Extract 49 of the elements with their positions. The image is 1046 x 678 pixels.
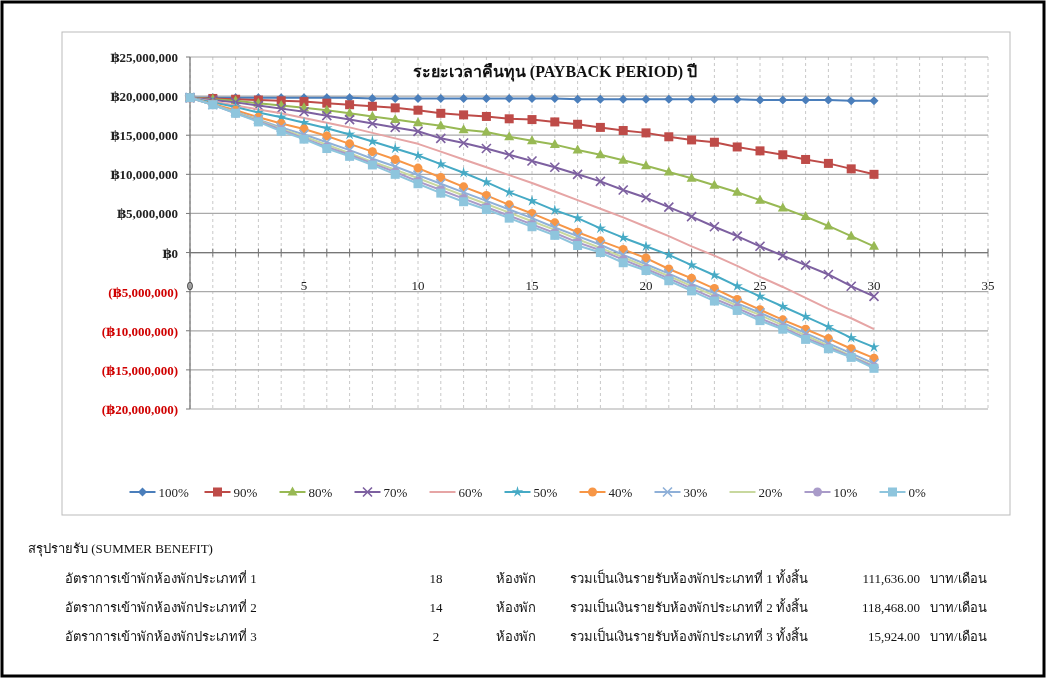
y-tick-label: (฿20,000,000): [101, 402, 178, 417]
text: รวมเป็นเงินรายรับห้องพักประเภทที่ 2 ทั้งสิ้น: [570, 598, 808, 615]
legend-label: 100%: [158, 485, 189, 500]
text: อัตราการเข้าพักห้องพักประเภทที่ 1: [65, 570, 257, 586]
legend-label: 10%: [833, 485, 858, 500]
text: ห้องพัก: [496, 600, 536, 615]
text: บาท/เดือน: [930, 571, 987, 586]
text: รวมเป็นเงินรายรับห้องพักประเภทที่ 1 ทั้งสิ้น: [570, 569, 808, 586]
legend-label: 80%: [308, 485, 333, 500]
x-tick-label: 0: [186, 277, 194, 293]
text: อัตราการเข้าพักห้องพักประเภทที่ 2: [65, 599, 257, 615]
text: 118,468.00: [861, 600, 920, 615]
y-tick-label: ฿25,000,000: [110, 50, 178, 65]
legend-label: 90%: [233, 485, 258, 500]
text: 2: [432, 629, 440, 644]
y-tick-label: (฿15,000,000): [101, 362, 178, 378]
x-tick-label: 35: [981, 277, 995, 293]
text: 18: [429, 571, 443, 586]
legend-label: 30%: [683, 485, 708, 500]
x-tick-label: 25: [753, 277, 767, 293]
legend-label: 20%: [758, 485, 783, 500]
y-tick-label: ฿15,000,000: [110, 128, 178, 144]
chart-title: ระยะเวลาคืนทุน (PAYBACK PERIOD) ปี: [412, 62, 698, 82]
text: 111,636.00: [862, 571, 920, 586]
text: 15,924.00: [868, 629, 920, 644]
text: 14: [429, 600, 443, 615]
x-tick-label: 15: [525, 277, 539, 293]
y-tick-label: (฿10,000,000): [101, 323, 178, 339]
legend-label: 0%: [908, 485, 926, 500]
text: สรุปรายรับ (SUMMER BENEFIT): [28, 541, 213, 557]
y-tick-label: ฿10,000,000: [110, 167, 178, 183]
text: บาท/เดือน: [930, 600, 987, 615]
x-tick-label: 20: [639, 277, 653, 293]
x-tick-label: 10: [411, 277, 425, 293]
y-tick-label: (฿5,000,000): [108, 284, 178, 300]
text: อัตราการเข้าพักห้องพักประเภทที่ 3: [65, 628, 257, 644]
legend-label: 40%: [608, 485, 633, 500]
legend-label: 70%: [383, 485, 408, 500]
legend-label: 50%: [533, 485, 558, 500]
text: บาท/เดือน: [930, 629, 987, 644]
text: ห้องพัก: [496, 629, 536, 644]
text: รวมเป็นเงินรายรับห้องพักประเภทที่ 3 ทั้งสิ้น: [570, 627, 808, 644]
y-tick-label: ฿20,000,000: [110, 89, 178, 105]
x-tick-label: 30: [867, 277, 881, 293]
text: ห้องพัก: [496, 571, 536, 586]
legend-label: 60%: [458, 485, 483, 500]
y-tick-label: ฿0: [162, 245, 178, 261]
y-tick-label: ฿5,000,000: [116, 206, 178, 222]
x-tick-label: 5: [300, 277, 308, 293]
